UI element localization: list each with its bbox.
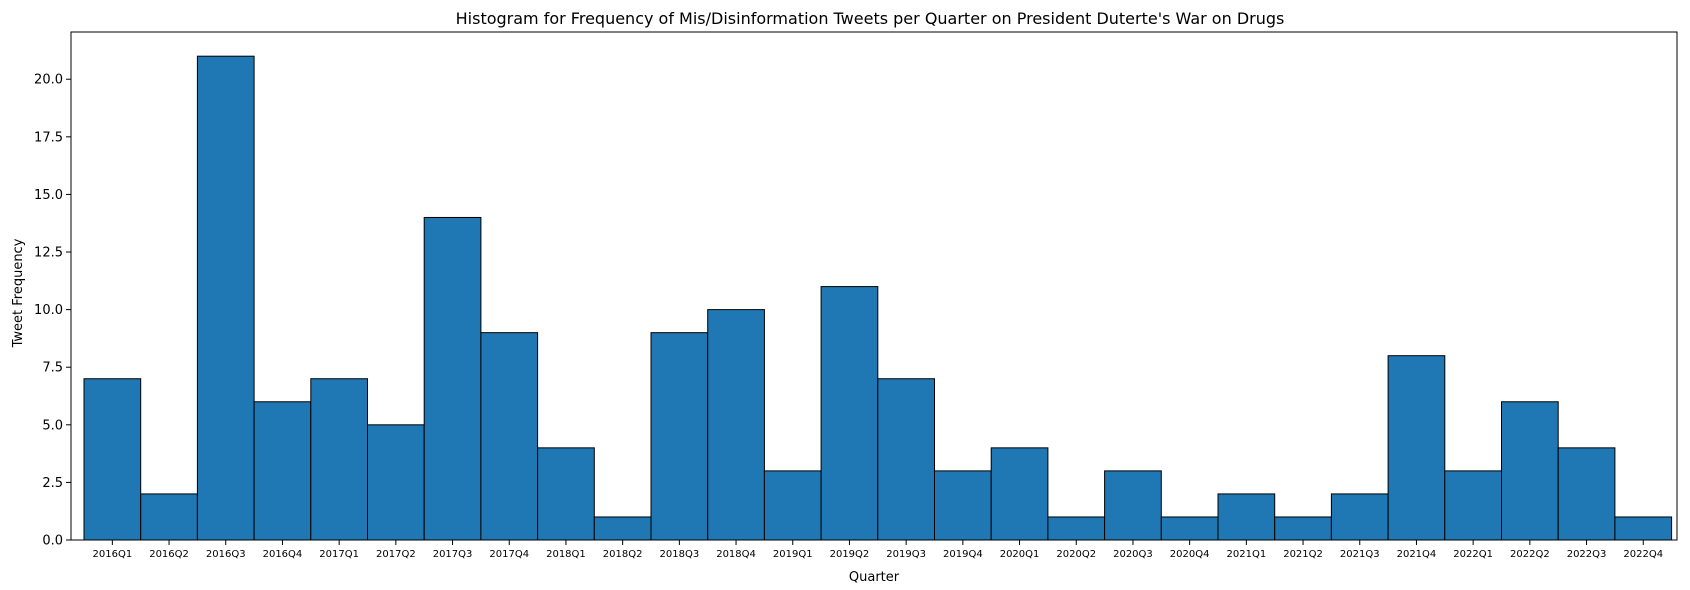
x-tick-label: 2017Q3 bbox=[433, 549, 473, 560]
x-tick-label: 2021Q1 bbox=[1227, 549, 1267, 560]
y-tick-label: 15.0 bbox=[34, 188, 63, 203]
y-tick-label: 20.0 bbox=[34, 73, 63, 88]
bar-2016q2 bbox=[140, 493, 198, 541]
bar-2018q1 bbox=[537, 447, 595, 541]
bar-2022q3 bbox=[1557, 447, 1616, 541]
y-tick-label: 2.5 bbox=[42, 476, 63, 491]
y-tick-label: 17.5 bbox=[34, 130, 63, 145]
bar-2018q3 bbox=[650, 332, 709, 541]
x-tick-label: 2021Q2 bbox=[1283, 549, 1323, 560]
x-tick-label: 2018Q4 bbox=[716, 549, 756, 560]
bar-2020q3 bbox=[1104, 470, 1162, 541]
x-tick-label: 2018Q2 bbox=[603, 549, 643, 560]
bar-2021q4 bbox=[1387, 355, 1446, 541]
x-axis-label: Quarter bbox=[849, 570, 900, 585]
x-axis: 2016Q1 2016Q2 2016Q3 2016Q4 2017Q1 2017Q2 2017… bbox=[93, 540, 1663, 560]
bar-2021q2 bbox=[1274, 516, 1332, 541]
y-tick-label: 7.5 bbox=[42, 361, 63, 376]
x-tick-label: 2022Q3 bbox=[1567, 549, 1607, 560]
x-tick-label: 2021Q3 bbox=[1340, 549, 1380, 560]
bar-2017q3 bbox=[423, 216, 482, 541]
y-tick-label: 10.0 bbox=[34, 303, 63, 318]
x-tick-label: 2018Q1 bbox=[546, 549, 586, 560]
y-tick-label: 5.0 bbox=[42, 418, 63, 433]
y-tick-label: 12.5 bbox=[34, 246, 63, 261]
x-tick-label: 2016Q4 bbox=[263, 549, 303, 560]
bar-2020q4 bbox=[1160, 516, 1219, 541]
x-tick-label: 2016Q1 bbox=[93, 549, 133, 560]
bar-2021q3 bbox=[1330, 493, 1389, 541]
x-tick-label: 2017Q4 bbox=[489, 549, 529, 560]
bar-2017q4 bbox=[480, 332, 539, 541]
x-tick-label: 2017Q1 bbox=[319, 549, 359, 560]
bar-2019q4 bbox=[934, 470, 992, 541]
x-tick-label: 2020Q1 bbox=[1000, 549, 1040, 560]
y-tick-label: 0.0 bbox=[42, 534, 63, 549]
x-tick-label: 2017Q2 bbox=[376, 549, 416, 560]
bar-2021q1 bbox=[1217, 493, 1276, 541]
bar-2017q2 bbox=[367, 424, 425, 541]
bar-2018q4 bbox=[707, 309, 765, 541]
x-tick-label: 2019Q1 bbox=[773, 549, 813, 560]
x-tick-label: 2022Q4 bbox=[1623, 549, 1663, 560]
bar-2019q3 bbox=[877, 378, 935, 541]
chart-title: Histogram for Frequency of Mis/Disinform… bbox=[456, 9, 1285, 28]
x-tick-label: 2016Q3 bbox=[206, 549, 246, 560]
x-tick-label: 2020Q4 bbox=[1170, 549, 1210, 560]
bars-group bbox=[83, 55, 1673, 541]
bar-2016q4 bbox=[253, 401, 312, 541]
x-tick-label: 2020Q3 bbox=[1113, 549, 1153, 560]
y-axis: 0.0 2.5 5.0 7.5 10.0 12.5 15.0 17.5 20.0 bbox=[34, 73, 71, 549]
x-tick-label: 2019Q2 bbox=[830, 549, 870, 560]
y-axis-label: Tweet Frequency bbox=[11, 238, 26, 348]
x-tick-label: 2022Q2 bbox=[1510, 549, 1550, 560]
bar-2019q1 bbox=[763, 470, 822, 541]
x-tick-label: 2020Q2 bbox=[1056, 549, 1096, 560]
bar-2022q4 bbox=[1614, 516, 1673, 541]
bar-2022q2 bbox=[1501, 401, 1559, 541]
bar-2016q3 bbox=[196, 55, 255, 541]
bar-2020q1 bbox=[990, 447, 1049, 541]
x-tick-label: 2019Q3 bbox=[886, 549, 926, 560]
x-tick-label: 2016Q2 bbox=[149, 549, 189, 560]
bar-2020q2 bbox=[1047, 516, 1106, 541]
bar-2019q2 bbox=[820, 286, 879, 541]
plot-frame bbox=[70, 31, 1678, 541]
x-tick-label: 2019Q4 bbox=[943, 549, 983, 560]
bar-2018q2 bbox=[593, 516, 652, 541]
bar-2017q1 bbox=[310, 378, 368, 541]
x-tick-label: 2021Q4 bbox=[1397, 549, 1437, 560]
bar-2016q1 bbox=[83, 378, 142, 541]
x-tick-label: 2022Q1 bbox=[1453, 549, 1493, 560]
bar-2022q1 bbox=[1444, 470, 1503, 541]
x-tick-label: 2018Q3 bbox=[660, 549, 700, 560]
